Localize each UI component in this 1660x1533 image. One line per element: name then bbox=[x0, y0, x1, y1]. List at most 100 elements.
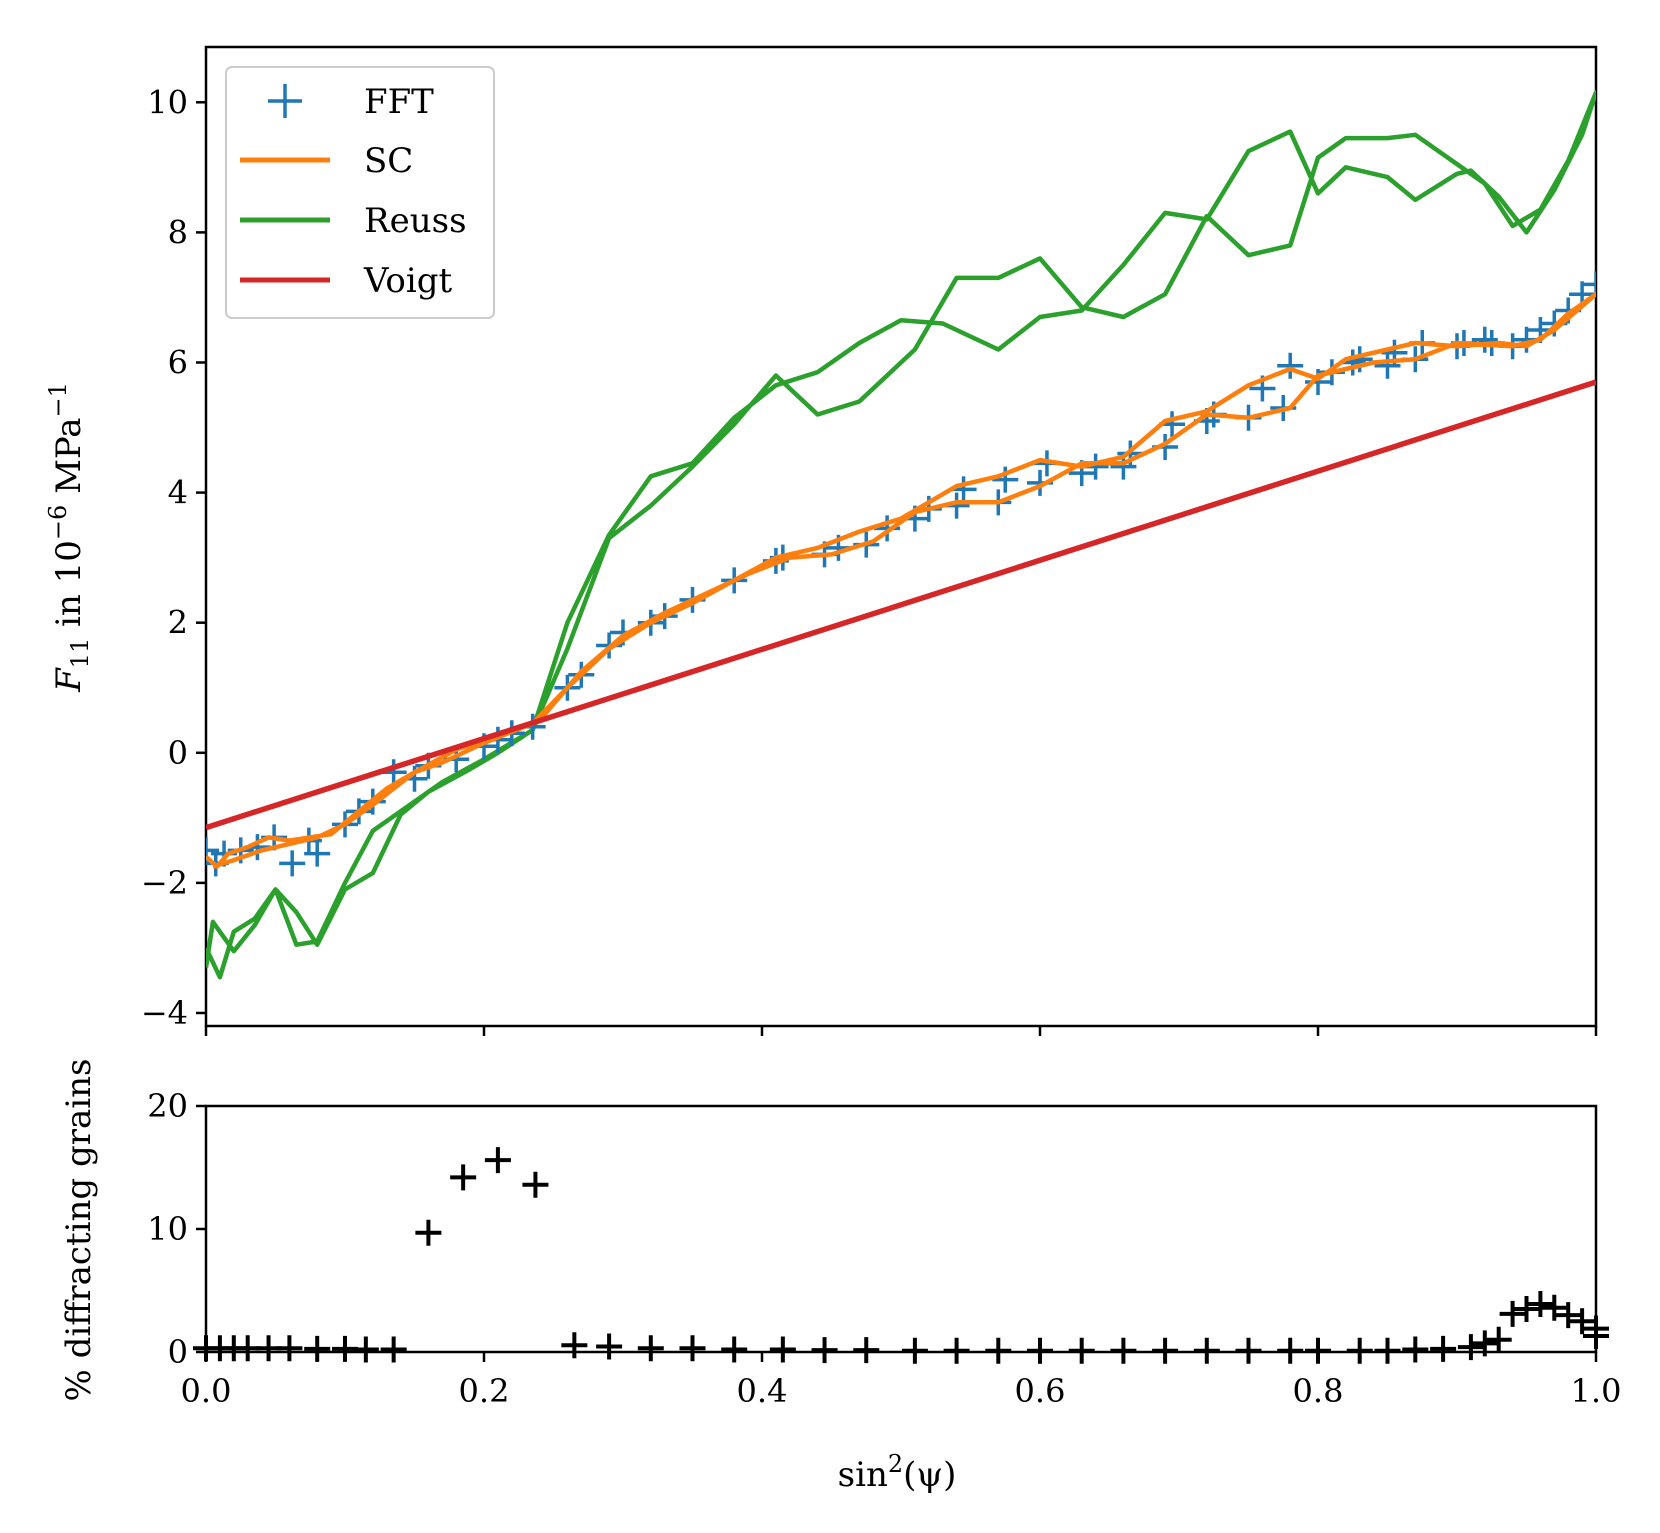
bottom-x-axis: 0.0 0.2 0.4 0.6 0.8 1.0 bbox=[181, 1352, 1622, 1410]
top-panel: −4 −2 0 2 4 6 8 10 F11 in 10−6 MPa−1 FFT SC Reu… bbox=[44, 45, 1598, 1036]
bottom-plot-frame bbox=[204, 1104, 1598, 1354]
top-x-axis bbox=[204, 1026, 1598, 1036]
legend-label-sc: SC bbox=[364, 141, 413, 181]
legend-entry-sc: SC bbox=[240, 141, 413, 181]
diffracting-point bbox=[484, 1147, 511, 1174]
diffracting-point bbox=[380, 1336, 407, 1363]
fft-point bbox=[1374, 352, 1401, 379]
bottom-y-tick-label: 20 bbox=[147, 1087, 188, 1125]
top-y-tick-label: 2 bbox=[168, 604, 188, 642]
diffracting-point bbox=[1402, 1336, 1429, 1363]
diffracting-point bbox=[1430, 1335, 1457, 1362]
bottom-y-axis: 0 10 20 bbox=[147, 1087, 206, 1371]
diffracting-point bbox=[304, 1335, 331, 1362]
ylabel-unit: MPa bbox=[49, 417, 89, 504]
top-y-tick-label: 6 bbox=[168, 343, 188, 381]
fft-point bbox=[992, 466, 1019, 493]
diffracting-point bbox=[679, 1335, 706, 1362]
diffracting-point bbox=[415, 1219, 442, 1246]
diffracting-point bbox=[522, 1171, 549, 1198]
top-y-tick-label: 4 bbox=[168, 474, 188, 512]
diffracting-point bbox=[1027, 1337, 1053, 1364]
diffracting-point bbox=[1110, 1337, 1137, 1364]
fft-point bbox=[206, 837, 219, 864]
legend-label-fft: FFT bbox=[364, 82, 434, 122]
diffracting-point bbox=[811, 1337, 838, 1364]
top-y-tick-label: 10 bbox=[147, 83, 188, 121]
diffracting-point bbox=[596, 1333, 623, 1360]
series-reuss-line bbox=[206, 90, 1596, 980]
ylabel-unit-sup: −1 bbox=[44, 382, 72, 417]
diffracting-point bbox=[1235, 1337, 1262, 1364]
legend-label-reuss: Reuss bbox=[364, 201, 467, 241]
diffracting-point bbox=[1193, 1337, 1220, 1364]
legend: FFT SC Reuss Voigt bbox=[225, 66, 495, 319]
fft-point bbox=[1471, 326, 1498, 353]
diffracting-point bbox=[1374, 1337, 1401, 1364]
legend-entry-voigt: Voigt bbox=[240, 261, 453, 301]
bottom-y-tick-label: 10 bbox=[147, 1210, 188, 1248]
diffracting-point bbox=[352, 1336, 379, 1363]
top-y-tick-label: 8 bbox=[168, 213, 188, 251]
ylabel-sub: 11 bbox=[66, 638, 94, 669]
fft-point bbox=[279, 850, 306, 877]
legend-entry-reuss: Reuss bbox=[240, 201, 467, 241]
bottom-x-tick-label: 0.0 bbox=[181, 1372, 232, 1410]
series-voigt-line bbox=[206, 379, 1596, 831]
fft-point bbox=[874, 515, 901, 542]
diffracting-point bbox=[1569, 1308, 1596, 1335]
diffracting-point bbox=[721, 1336, 748, 1363]
diffracting-point bbox=[1527, 1291, 1554, 1318]
diffracting-point bbox=[1555, 1302, 1582, 1329]
diffracting-point bbox=[276, 1335, 303, 1362]
diffracting-point bbox=[985, 1337, 1012, 1364]
ylabel-sup: −6 bbox=[44, 505, 72, 540]
legend-box bbox=[225, 66, 495, 319]
diffracting-point bbox=[561, 1332, 588, 1359]
diffracting-point bbox=[1485, 1326, 1512, 1353]
diffracting-point bbox=[1457, 1334, 1484, 1361]
diffracting-point bbox=[943, 1337, 970, 1364]
bottom-panel: 0 10 20 0.0 0.2 0.4 0.6 0.8 1.0 % diffracting g… bbox=[59, 1059, 1621, 1496]
diffracting-point bbox=[637, 1335, 664, 1362]
diffracting-point bbox=[450, 1164, 477, 1191]
ylabel-main: F bbox=[49, 667, 89, 693]
bottom-x-tick-label: 0.8 bbox=[1293, 1372, 1344, 1410]
fft-point bbox=[1583, 271, 1596, 298]
diffracting-point bbox=[1152, 1337, 1179, 1364]
series-diffracting-grains-markers bbox=[193, 1147, 1609, 1364]
bottom-x-axis-title: sin2(ψ) bbox=[838, 1450, 957, 1495]
bottom-series-group bbox=[193, 1147, 1609, 1364]
top-y-tick-label: −2 bbox=[141, 864, 188, 902]
diffracting-point bbox=[769, 1336, 796, 1363]
top-y-axis: −4 −2 0 2 4 6 8 10 bbox=[141, 83, 206, 1032]
bottom-x-tick-label: 0.6 bbox=[1015, 1372, 1066, 1410]
diffracting-point bbox=[1068, 1337, 1095, 1364]
legend-label-voigt: Voigt bbox=[363, 261, 453, 301]
top-series-group bbox=[206, 90, 1596, 980]
diffracting-point bbox=[1305, 1337, 1331, 1364]
diffracting-point bbox=[901, 1337, 928, 1364]
diffracting-point bbox=[1346, 1337, 1373, 1364]
diffracting-point bbox=[1471, 1330, 1498, 1357]
diffracting-point bbox=[853, 1337, 880, 1364]
diffracting-point bbox=[1513, 1295, 1540, 1322]
top-y-tick-label: −4 bbox=[141, 994, 188, 1032]
legend-entry-fft: FFT bbox=[268, 82, 434, 122]
xlabel-rest: (ψ) bbox=[903, 1455, 956, 1495]
ylabel-rest: in 10 bbox=[49, 540, 89, 638]
bottom-y-axis-title: % diffracting grains bbox=[59, 1059, 99, 1402]
diffracting-point bbox=[1541, 1294, 1568, 1321]
bottom-x-tick-label: 0.2 bbox=[459, 1372, 510, 1410]
xlabel-sup: 2 bbox=[888, 1450, 903, 1478]
diffracting-point bbox=[1499, 1300, 1526, 1327]
bottom-y-tick-label: 0 bbox=[168, 1333, 188, 1371]
bottom-x-tick-label: 1.0 bbox=[1571, 1372, 1622, 1410]
bottom-x-tick-label: 0.4 bbox=[737, 1372, 788, 1410]
top-y-tick-label: 0 bbox=[168, 734, 188, 772]
fft-point bbox=[1277, 352, 1304, 379]
diffracting-point bbox=[1277, 1337, 1304, 1364]
legend-fft-marker bbox=[268, 84, 302, 118]
top-y-axis-title: F11 in 10−6 MPa−1 bbox=[44, 382, 94, 693]
